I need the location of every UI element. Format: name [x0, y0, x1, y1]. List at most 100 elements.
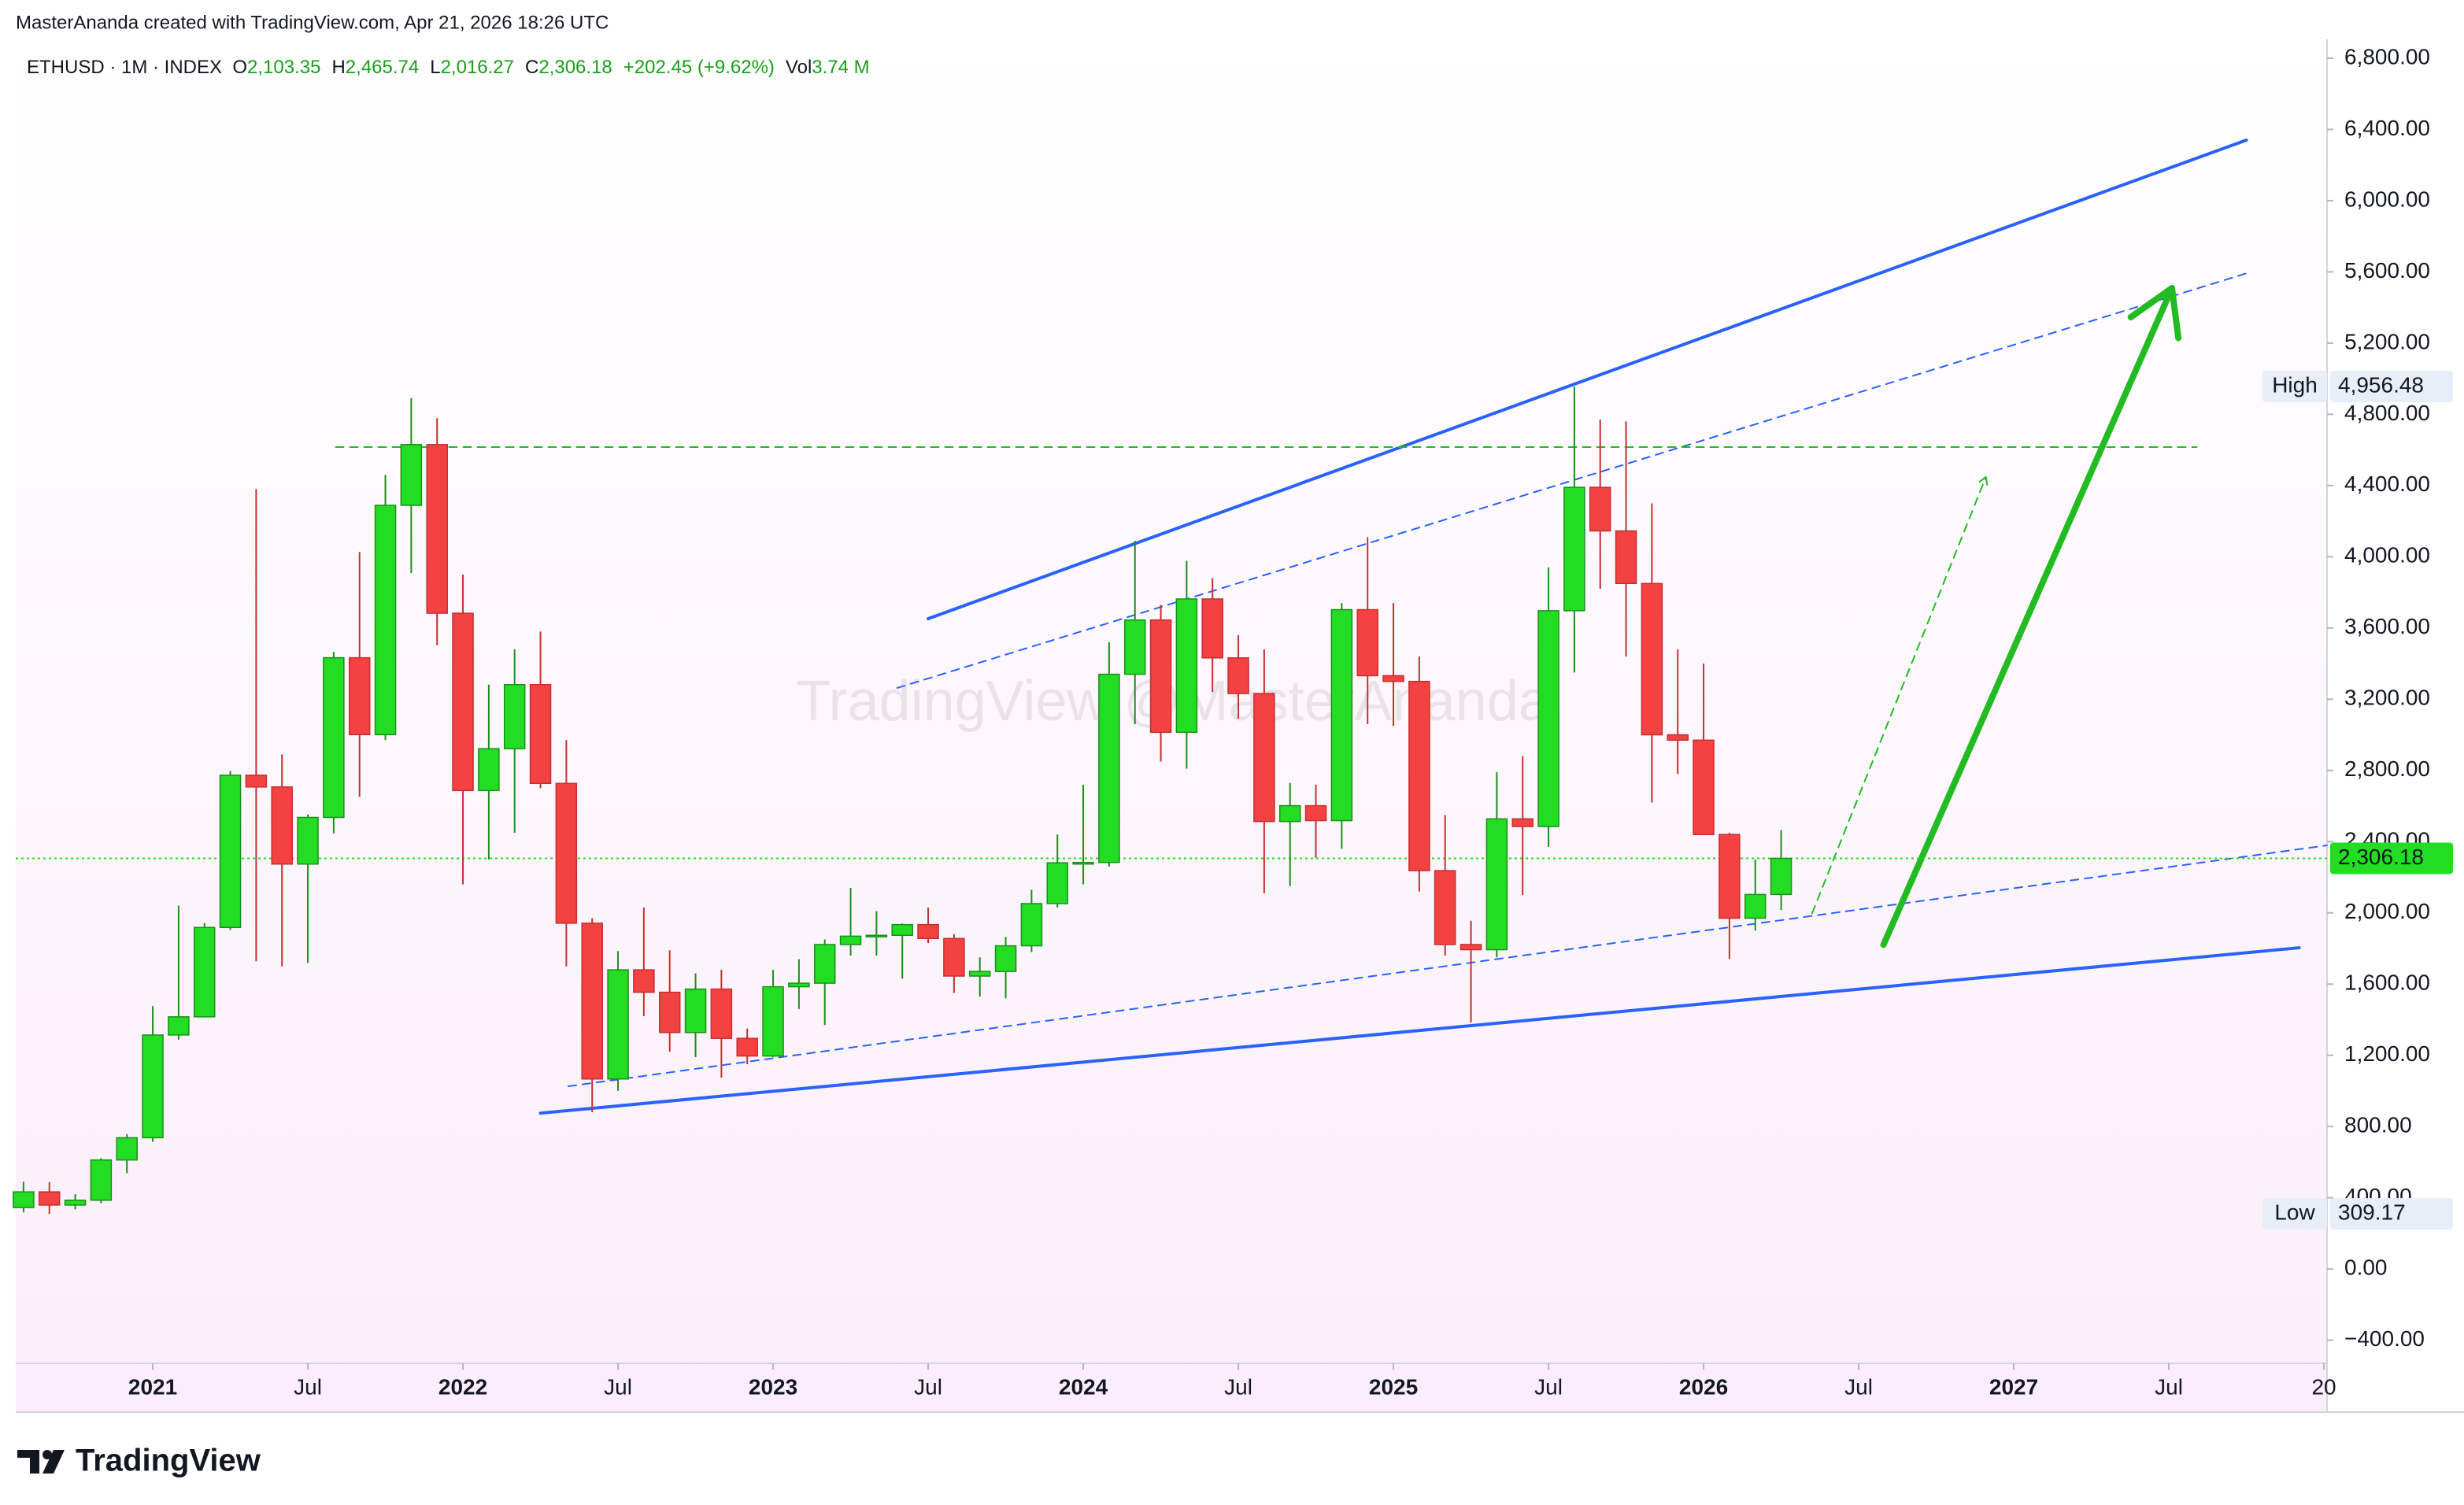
trend-line [1811, 475, 1987, 915]
candle-body [1356, 608, 1378, 677]
candle-body [968, 971, 991, 977]
candle-body [1460, 944, 1482, 951]
marks [13, 139, 2328, 1215]
candle-body [1537, 610, 1559, 827]
logo-icon [43, 1450, 52, 1459]
y-tick-label: 4,400.00 [2344, 471, 2430, 496]
y-tick-label: 3,200.00 [2344, 686, 2430, 710]
candle-body [581, 923, 603, 1080]
candle-body [348, 656, 371, 736]
candle-body [168, 1016, 190, 1036]
arrow-head [2127, 284, 2175, 320]
candle-body [245, 775, 268, 788]
candle-body [478, 748, 500, 792]
candle-body [1382, 675, 1404, 682]
y-tick-label: 800.00 [2344, 1113, 2412, 1137]
candle-body [1434, 870, 1456, 945]
y-tick-label: 6,400.00 [2344, 116, 2430, 140]
x-tick-label: Jul [1534, 1374, 1563, 1399]
y-tick-label: 5,600.00 [2344, 258, 2430, 283]
candle-body [684, 988, 707, 1034]
trend-line [1880, 284, 2175, 948]
candle-body [13, 1191, 35, 1208]
candle-body [193, 926, 216, 1018]
candle-body [374, 505, 397, 736]
candle-body [219, 775, 242, 929]
y-tick-label: 1,600.00 [2344, 971, 2430, 995]
x-tick-label: 2026 [1679, 1374, 1728, 1399]
badge-value: 309.17 [2338, 1200, 2406, 1225]
y-tick-label: 4,800.00 [2344, 401, 2430, 425]
y-tick-label: 2,800.00 [2344, 756, 2430, 781]
x-tick-label: 2022 [438, 1374, 487, 1399]
candle-body [1123, 619, 1146, 675]
candle-body [1072, 861, 1094, 865]
candle-body [426, 444, 448, 614]
y-tick-label: 6,800.00 [2344, 44, 2430, 68]
candle-body [994, 945, 1017, 972]
legend: ETHUSD · 1M · INDEX O2,103.35 H2,465.74 L2… [27, 57, 881, 79]
badge [2330, 370, 2453, 402]
y-tick-label: 1,200.00 [2344, 1041, 2430, 1066]
candle-body [503, 683, 526, 749]
value: 2,306.18 [538, 57, 612, 78]
x-tick-label: 2023 [749, 1374, 797, 1399]
logo: TradingView [17, 1444, 261, 1478]
candle-body [762, 985, 784, 1057]
candle-body [658, 991, 681, 1034]
y-tick-label: 6,000.00 [2344, 187, 2430, 211]
symbol: ETHUSD · 1M · INDEX [27, 57, 223, 78]
x-tick-label: Jul [2155, 1374, 2183, 1399]
trend-line [568, 844, 2328, 1088]
candle-body [633, 969, 655, 993]
trend-line [927, 139, 2248, 621]
label: Vol [785, 57, 812, 78]
attribution: MasterAnanda created with TradingView.co… [16, 12, 609, 33]
candle-body [271, 786, 293, 865]
watermark: TradingView @MasterAnanda [796, 670, 1551, 733]
candle-body [116, 1137, 138, 1161]
candle-body [917, 923, 939, 940]
value: 2,465.74 [345, 57, 420, 78]
candle-body [1304, 804, 1327, 822]
label: H [331, 57, 346, 78]
candle-body [1589, 486, 1611, 532]
candle-body [1641, 582, 1663, 736]
candle-body [943, 937, 965, 977]
arrow-head [1985, 475, 1989, 490]
candle-body [1408, 680, 1430, 871]
trend-line [896, 272, 2251, 690]
candle-body [607, 969, 629, 1080]
candle-body [90, 1159, 113, 1201]
badge [2262, 1198, 2327, 1230]
candle-body [400, 444, 423, 506]
label: O [232, 57, 248, 78]
candle-body [529, 683, 552, 785]
candle-body [1046, 862, 1068, 904]
y-tick-label: 4,000.00 [2344, 543, 2430, 568]
candle-body [1563, 486, 1585, 612]
candle-body [1744, 893, 1767, 919]
candle-body [736, 1037, 758, 1057]
candle-body [452, 612, 474, 792]
candle-body [64, 1200, 87, 1206]
y-tick-label: 2,000.00 [2344, 899, 2430, 923]
logo-icon [17, 1450, 65, 1474]
x-tick-label: 2024 [1059, 1374, 1108, 1399]
candle-body [865, 934, 888, 937]
candle-body [710, 988, 733, 1039]
candle-body [891, 923, 913, 936]
candle-body [839, 935, 862, 945]
candle-body [1615, 530, 1637, 585]
candle-body [1227, 657, 1249, 694]
badge [2330, 1198, 2453, 1230]
change: +202.45 (+9.62%) [623, 57, 775, 78]
badge [2330, 842, 2453, 875]
trend-line [538, 946, 2301, 1115]
candle-body [1485, 818, 1508, 951]
candle-body [555, 782, 578, 924]
x-tick-label: 20 [2311, 1374, 2336, 1399]
candle-body [1770, 857, 1793, 896]
candle-body [1330, 608, 1353, 822]
